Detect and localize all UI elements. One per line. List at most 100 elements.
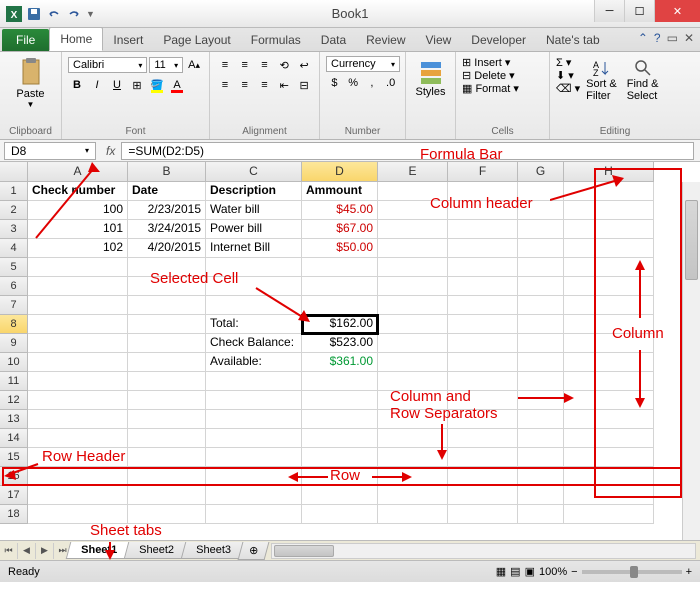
align-right-icon[interactable]: ≡ [256, 76, 274, 94]
cell-C9[interactable]: Check Balance: [206, 334, 302, 353]
cell-D15[interactable] [302, 448, 378, 467]
cell-E18[interactable] [378, 505, 448, 524]
cell-D16[interactable] [302, 467, 378, 486]
cell-H16[interactable] [564, 467, 654, 486]
cell-A7[interactable] [28, 296, 128, 315]
tab-formulas[interactable]: Formulas [241, 29, 311, 51]
save-icon[interactable] [26, 6, 42, 22]
cell-G2[interactable] [518, 201, 564, 220]
sheet-tab-1[interactable]: Sheet1 [66, 542, 133, 559]
cell-G12[interactable] [518, 391, 564, 410]
cell-G11[interactable] [518, 372, 564, 391]
cell-B14[interactable] [128, 429, 206, 448]
cell-C5[interactable] [206, 258, 302, 277]
column-header-F[interactable]: F [448, 162, 518, 182]
cell-F12[interactable] [448, 391, 518, 410]
cell-A9[interactable] [28, 334, 128, 353]
cell-F8[interactable] [448, 315, 518, 334]
cell-E9[interactable] [378, 334, 448, 353]
cell-C8[interactable]: Total: [206, 315, 302, 334]
row-header-15[interactable]: 15 [0, 448, 28, 467]
cell-C16[interactable] [206, 467, 302, 486]
cell-G10[interactable] [518, 353, 564, 372]
cell-A12[interactable] [28, 391, 128, 410]
view-layout-icon[interactable]: ▤ [510, 565, 520, 578]
cell-C14[interactable] [206, 429, 302, 448]
cell-D3[interactable]: $67.00 [302, 220, 378, 239]
cell-D18[interactable] [302, 505, 378, 524]
sheet-tab-2[interactable]: Sheet2 [124, 542, 189, 559]
cell-E3[interactable] [378, 220, 448, 239]
column-header-B[interactable]: B [128, 162, 206, 182]
cell-H11[interactable] [564, 372, 654, 391]
horizontal-scrollbar[interactable] [271, 543, 696, 559]
cell-E8[interactable] [378, 315, 448, 334]
file-tab[interactable]: File [2, 29, 49, 51]
cell-G7[interactable] [518, 296, 564, 315]
cell-H15[interactable] [564, 448, 654, 467]
ribbon-options-icon[interactable]: ▭ [667, 31, 678, 45]
cell-B13[interactable] [128, 410, 206, 429]
fill-color-button[interactable]: 🪣 [148, 76, 166, 94]
cell-F7[interactable] [448, 296, 518, 315]
cell-H12[interactable] [564, 391, 654, 410]
tab-view[interactable]: View [416, 29, 462, 51]
italic-button[interactable]: I [88, 76, 106, 94]
column-header-A[interactable]: A [28, 162, 128, 182]
cell-C18[interactable] [206, 505, 302, 524]
insert-cells-button[interactable]: ⊞ Insert ▾ [462, 56, 543, 69]
cell-F1[interactable] [448, 182, 518, 201]
cell-F6[interactable] [448, 277, 518, 296]
cell-G3[interactable] [518, 220, 564, 239]
cell-G4[interactable] [518, 239, 564, 258]
cell-E14[interactable] [378, 429, 448, 448]
merge-icon[interactable]: ⊟ [295, 76, 313, 94]
cell-D8[interactable]: $162.00 [302, 315, 378, 334]
cell-C13[interactable] [206, 410, 302, 429]
cell-B15[interactable] [128, 448, 206, 467]
cell-B10[interactable] [128, 353, 206, 372]
cell-E15[interactable] [378, 448, 448, 467]
cell-C10[interactable]: Available: [206, 353, 302, 372]
cell-C4[interactable]: Internet Bill [206, 239, 302, 258]
cell-G14[interactable] [518, 429, 564, 448]
cell-E1[interactable] [378, 182, 448, 201]
cell-E4[interactable] [378, 239, 448, 258]
sort-filter-button[interactable]: AZ Sort & Filter [582, 56, 621, 104]
cell-A6[interactable] [28, 277, 128, 296]
row-header-7[interactable]: 7 [0, 296, 28, 315]
row-header-11[interactable]: 11 [0, 372, 28, 391]
cell-A11[interactable] [28, 372, 128, 391]
fx-icon[interactable]: fx [106, 144, 115, 158]
cell-G5[interactable] [518, 258, 564, 277]
cell-G18[interactable] [518, 505, 564, 524]
cell-B5[interactable] [128, 258, 206, 277]
tab-review[interactable]: Review [356, 29, 415, 51]
cell-B3[interactable]: 3/24/2015 [128, 220, 206, 239]
cell-G16[interactable] [518, 467, 564, 486]
cell-H14[interactable] [564, 429, 654, 448]
cell-C17[interactable] [206, 486, 302, 505]
font-color-button[interactable]: A [168, 76, 186, 94]
cell-D12[interactable] [302, 391, 378, 410]
cell-D10[interactable]: $361.00 [302, 353, 378, 372]
cell-A14[interactable] [28, 429, 128, 448]
cell-F4[interactable] [448, 239, 518, 258]
column-header-G[interactable]: G [518, 162, 564, 182]
row-header-2[interactable]: 2 [0, 201, 28, 220]
font-name-combo[interactable]: Calibri▾ [68, 57, 147, 73]
cell-D9[interactable]: $523.00 [302, 334, 378, 353]
row-header-3[interactable]: 3 [0, 220, 28, 239]
comma-icon[interactable]: , [364, 74, 381, 92]
row-header-8[interactable]: 8 [0, 315, 28, 334]
clear-button[interactable]: ⌫ ▾ [556, 82, 580, 95]
tab-page-layout[interactable]: Page Layout [153, 29, 240, 51]
cell-G15[interactable] [518, 448, 564, 467]
align-center-icon[interactable]: ≡ [236, 76, 254, 94]
row-header-4[interactable]: 4 [0, 239, 28, 258]
cell-E11[interactable] [378, 372, 448, 391]
cell-F5[interactable] [448, 258, 518, 277]
cell-D6[interactable] [302, 277, 378, 296]
cell-B9[interactable] [128, 334, 206, 353]
cell-A1[interactable]: Check number [28, 182, 128, 201]
